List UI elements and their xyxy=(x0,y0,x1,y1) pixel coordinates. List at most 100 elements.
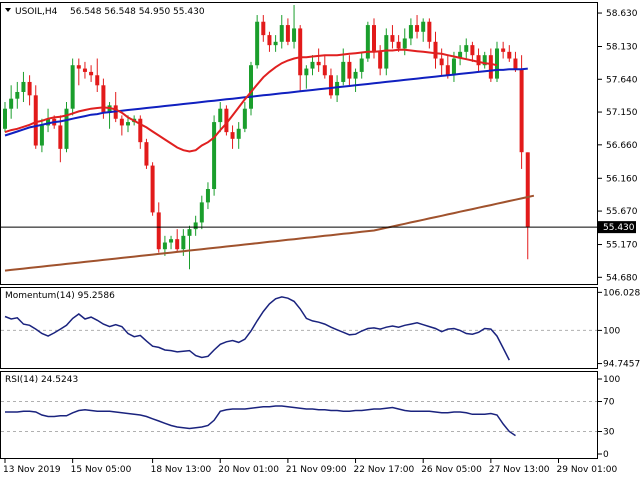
xtick-label: 27 Nov 13:00 xyxy=(489,465,550,475)
rsi-ytick-label: 100 xyxy=(603,375,620,385)
candle-body xyxy=(519,68,524,153)
candle-body xyxy=(341,61,346,82)
rsi-panel-frame xyxy=(0,371,598,459)
candle-body xyxy=(476,55,481,66)
candle-body xyxy=(304,68,309,76)
dropdown-triangle-icon[interactable] xyxy=(5,8,11,12)
xtick-label: 21 Nov 09:00 xyxy=(286,465,347,475)
candle-body xyxy=(359,58,364,72)
candle-body xyxy=(507,51,512,59)
candle-body xyxy=(298,28,303,76)
momentum-ytick-label: 94.7457 xyxy=(603,360,640,370)
candle-body xyxy=(89,71,94,76)
momentum-ytick-label: 100 xyxy=(603,326,620,336)
current-price-tag xyxy=(598,221,636,234)
candle-body xyxy=(193,222,198,230)
price-ytick-label: 56.660 xyxy=(606,141,638,151)
candle-body xyxy=(347,61,352,79)
current-price-label: 55.430 xyxy=(603,223,635,233)
rsi-ytick-label: 0 xyxy=(603,450,609,460)
candle-body xyxy=(101,85,106,113)
candle-body xyxy=(408,25,413,39)
candle-body xyxy=(224,108,229,133)
price-panel-frame xyxy=(0,2,598,285)
price-ytick-label: 56.160 xyxy=(606,174,638,184)
candle-body xyxy=(249,65,253,109)
candle-body xyxy=(402,38,407,49)
candle-body xyxy=(169,239,174,243)
candle-body xyxy=(482,55,487,66)
candle-body xyxy=(205,188,210,203)
candle-body xyxy=(70,65,75,109)
candle-body xyxy=(421,21,426,32)
candle-body xyxy=(285,25,290,42)
candle-body xyxy=(433,41,438,59)
candle-body xyxy=(156,212,161,250)
price-ytick-label: 58.630 xyxy=(606,9,638,19)
candle-body xyxy=(279,25,284,42)
xtick-label: 20 Nov 01:00 xyxy=(218,465,279,475)
candle-body xyxy=(58,125,63,149)
candle-body xyxy=(427,21,432,42)
candle-body xyxy=(470,45,475,56)
candle-body xyxy=(316,61,321,66)
symbol-label: USOIL,H4 xyxy=(15,7,58,17)
candle-body xyxy=(138,118,143,143)
candle-body xyxy=(119,118,124,126)
candle-body xyxy=(322,65,327,76)
price-header: USOIL,H4 56.548 56.548 54.950 55.430 xyxy=(5,7,205,17)
candle-body xyxy=(458,51,463,59)
candle-body xyxy=(236,128,241,139)
candle-body xyxy=(445,65,450,76)
xtick-label: 22 Nov 17:00 xyxy=(354,465,415,475)
momentum-title: Momentum(14) 95.2586 xyxy=(5,291,115,301)
rsi-ytick-label: 70 xyxy=(603,398,615,408)
candle-body xyxy=(46,118,51,126)
price-ytick-label: 57.150 xyxy=(606,108,638,118)
candle-body xyxy=(144,142,149,166)
sma-slow-line xyxy=(4,194,535,272)
x-axis-labels: 13 Nov 2019 15 Nov 05:00 18 Nov 13:00 20 No… xyxy=(3,459,617,475)
candle-body xyxy=(95,75,100,86)
xtick-label: 13 Nov 2019 xyxy=(3,465,61,475)
candle-body xyxy=(76,65,81,69)
candle-body xyxy=(175,239,180,250)
candle-body xyxy=(242,108,247,129)
candle-body xyxy=(353,71,358,79)
candle-body xyxy=(488,55,493,79)
candle-body xyxy=(495,48,499,79)
xtick-label: 29 Nov 01:00 xyxy=(557,465,618,475)
candle-body xyxy=(292,28,297,42)
candle-body xyxy=(212,122,217,189)
y-axis-labels: 54.680 55.170 55.670 56.160 56.660 57.150 57.6… xyxy=(598,9,640,460)
rsi-title: RSI(14) 24.5243 xyxy=(5,375,78,385)
candle-body xyxy=(39,125,44,146)
candle-body xyxy=(273,41,278,46)
candle-body xyxy=(150,165,155,213)
candle-body xyxy=(378,51,383,69)
sma-mid-line xyxy=(4,67,528,137)
momentum-line xyxy=(4,296,510,361)
xtick-label: 26 Nov 05:00 xyxy=(421,465,482,475)
rsi-line xyxy=(5,405,516,437)
candle-body xyxy=(310,61,315,69)
candle-body xyxy=(464,45,469,52)
candle-body xyxy=(27,81,32,96)
candle-body xyxy=(15,91,20,99)
candle-body xyxy=(33,95,38,146)
momentum-ytick-label: 106.0284 xyxy=(603,288,640,298)
candle-body xyxy=(21,81,26,92)
sma-fast-line xyxy=(4,48,498,153)
xtick-label: 18 Nov 13:00 xyxy=(151,465,212,475)
candle-body xyxy=(525,152,530,228)
candle-body xyxy=(255,21,260,66)
ohlc-label: 56.548 56.548 54.950 55.430 xyxy=(70,7,205,17)
price-ytick-label: 55.170 xyxy=(606,241,638,251)
candle-body xyxy=(335,81,340,96)
candle-body xyxy=(9,98,14,109)
grid-lines xyxy=(1,329,597,432)
candle-body xyxy=(181,235,186,250)
rsi-ytick-label: 30 xyxy=(603,428,615,438)
price-ytick-label: 57.640 xyxy=(606,75,638,85)
